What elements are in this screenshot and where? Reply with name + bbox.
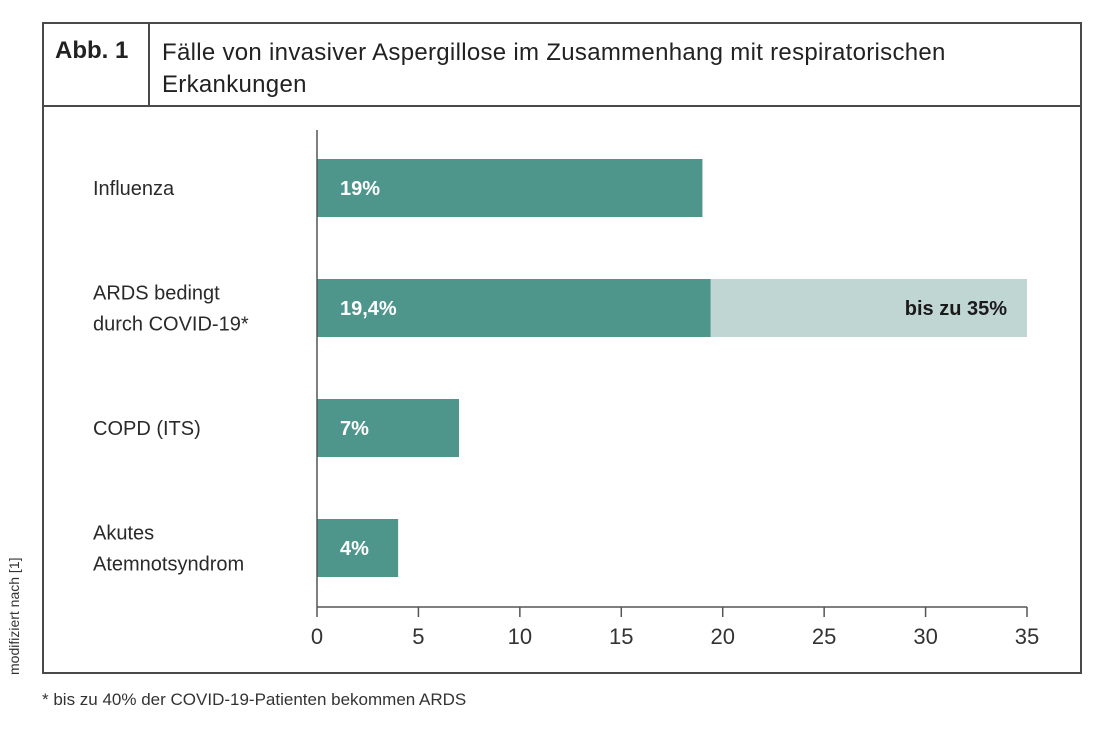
- x-tick-label: 35: [1015, 624, 1039, 649]
- figure-title: Fälle von invasiver Aspergillose im Zusa…: [162, 39, 946, 98]
- figure-frame: Abb. 1 Fälle von invasiver Aspergillose …: [42, 22, 1082, 674]
- bar-value-label: 4%: [340, 538, 369, 560]
- x-tick-label: 25: [812, 624, 836, 649]
- bar-extension-label: bis zu 35%: [905, 298, 1007, 320]
- figure-header: Abb. 1 Fälle von invasiver Aspergillose …: [44, 24, 1080, 107]
- bar-value-label: 19%: [340, 178, 380, 200]
- category-label: COPD (ITS): [93, 418, 201, 440]
- bar-value-label: 19,4%: [340, 298, 397, 320]
- bar: [317, 159, 703, 217]
- figure-number: Abb. 1: [44, 24, 150, 105]
- bar: [317, 519, 399, 577]
- x-tick-label: 30: [913, 624, 937, 649]
- category-label: Akutes: [93, 523, 154, 545]
- x-tick-label: 20: [710, 624, 734, 649]
- bar: [317, 399, 459, 457]
- x-tick-label: 5: [412, 624, 424, 649]
- footnote: * bis zu 40% der COVID-19-Patienten beko…: [42, 690, 467, 709]
- source-note: modifiziert nach [1]: [6, 557, 22, 676]
- x-tick-label: 0: [311, 624, 323, 649]
- x-tick-label: 15: [609, 624, 633, 649]
- x-tick-label: 10: [508, 624, 532, 649]
- category-label: durch COVID-19*: [93, 314, 249, 336]
- category-label: ARDS bedingt: [93, 283, 220, 305]
- bar-value-label: 7%: [340, 418, 369, 440]
- category-label: Influenza: [93, 178, 175, 200]
- category-label: Atemnotsyndrom: [93, 554, 244, 576]
- bar: [317, 279, 711, 337]
